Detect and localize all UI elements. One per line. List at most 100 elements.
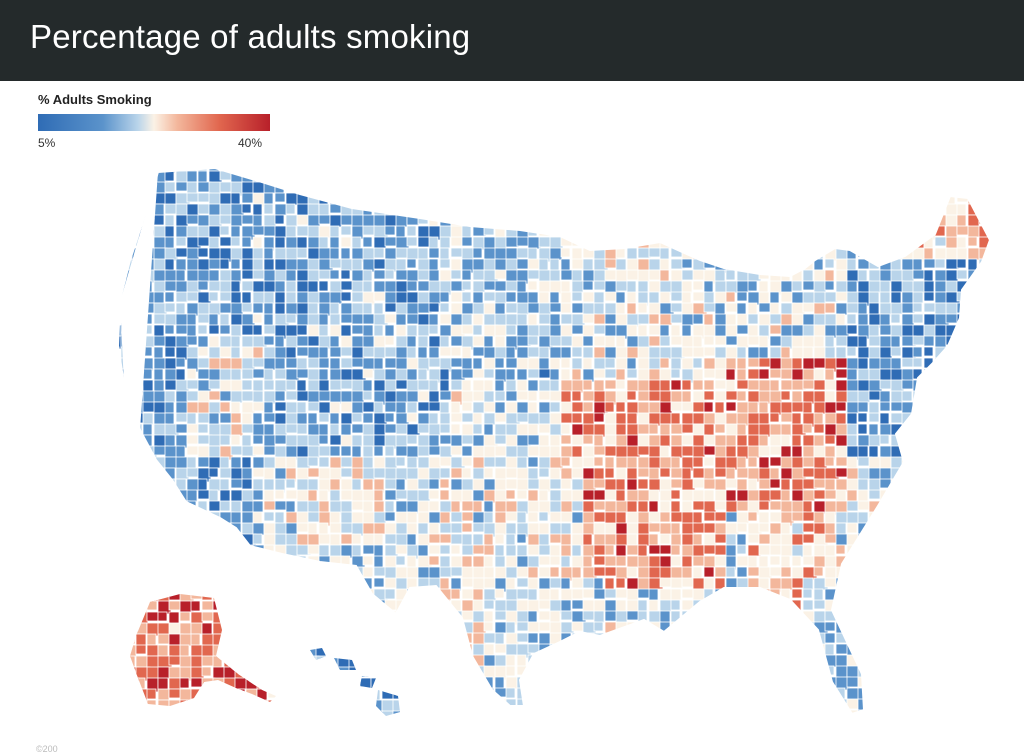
county-cell	[120, 181, 135, 195]
county-cell	[223, 633, 234, 644]
county-cell	[395, 676, 408, 691]
county-cell	[164, 214, 175, 227]
county-cell	[670, 181, 681, 194]
county-cell	[450, 203, 462, 214]
county-cell	[571, 181, 582, 193]
county-cell	[472, 698, 488, 710]
county-cell	[780, 665, 791, 679]
county-cell	[879, 434, 890, 445]
county-cell	[813, 599, 826, 610]
county-cell	[175, 522, 191, 537]
county-cell	[219, 621, 235, 632]
choropleth-map[interactable]	[0, 150, 1024, 746]
county-cell	[263, 203, 274, 215]
county-cell	[890, 654, 906, 668]
county-cell	[901, 445, 915, 459]
county-cell	[956, 698, 969, 714]
county-cell	[241, 632, 252, 645]
county-cell	[703, 423, 715, 437]
county-cell	[571, 225, 585, 236]
county-cell	[659, 346, 673, 360]
county-cell	[681, 181, 695, 195]
county-cell	[615, 423, 627, 436]
county-cell	[329, 269, 340, 280]
county-cell	[175, 280, 189, 294]
county-cell	[736, 203, 751, 214]
county-cell	[274, 709, 287, 714]
county-cell	[956, 500, 968, 513]
county-cell	[267, 699, 276, 706]
county-cell	[989, 247, 990, 259]
county-cell	[219, 555, 235, 570]
county-cell	[846, 577, 861, 590]
county-cell	[131, 599, 144, 614]
county-cell	[315, 699, 328, 713]
county-cell	[978, 632, 990, 648]
county-cell	[318, 698, 330, 713]
county-cell	[450, 687, 465, 700]
county-cell	[483, 533, 494, 547]
county-cell	[186, 368, 197, 380]
county-cell	[978, 412, 990, 425]
county-cell	[252, 434, 264, 445]
county-cell	[285, 522, 298, 536]
county-cell	[802, 555, 815, 566]
county-cell	[945, 225, 958, 239]
county-cell	[857, 577, 870, 589]
county-cell	[274, 214, 285, 225]
county-cell	[505, 192, 521, 204]
county-cell	[241, 456, 252, 469]
county-cell	[241, 236, 252, 248]
county-cell	[263, 643, 276, 659]
county-cell	[505, 280, 519, 292]
county-cell	[483, 192, 494, 203]
county-cell	[326, 699, 339, 714]
county-cell	[318, 168, 331, 174]
county-cell	[912, 423, 923, 434]
county-cell	[461, 445, 473, 457]
county-cell	[472, 423, 483, 435]
county-cell	[264, 721, 275, 734]
county-cell	[747, 555, 758, 568]
county-cell	[759, 721, 770, 732]
county-cell	[802, 632, 813, 645]
county-cell	[890, 489, 901, 501]
county-cell	[891, 721, 900, 730]
county-cell	[395, 456, 406, 467]
county-cell	[956, 522, 968, 537]
county-cell	[945, 577, 960, 592]
county-cell	[517, 721, 528, 733]
county-cell	[934, 698, 948, 714]
county-cell	[791, 247, 806, 260]
county-cell	[439, 445, 453, 459]
county-cell	[571, 533, 584, 547]
county-cell	[934, 544, 948, 555]
county-cell	[274, 555, 290, 570]
county-cell	[186, 555, 197, 567]
county-cell	[824, 192, 840, 205]
county-cell	[428, 599, 442, 613]
county-cell	[725, 401, 737, 412]
county-cell	[201, 666, 212, 677]
county-cell	[571, 335, 584, 348]
county-cell	[989, 335, 990, 351]
county-cell	[329, 522, 342, 534]
county-cell	[538, 192, 553, 203]
county-cell	[428, 687, 439, 701]
county-cell	[703, 698, 717, 711]
county-cell	[230, 555, 246, 570]
county-cell	[857, 225, 868, 236]
county-cell	[428, 170, 439, 182]
county-cell	[923, 291, 935, 302]
county-cell	[604, 544, 615, 556]
county-cell	[802, 698, 816, 709]
county-cell	[285, 588, 300, 603]
county-cell	[197, 247, 209, 258]
county-cell	[649, 721, 662, 731]
county-cell	[934, 687, 948, 702]
county-cell	[934, 577, 948, 591]
county-cell	[978, 709, 990, 714]
county-cell	[373, 577, 385, 588]
county-cell	[945, 566, 959, 577]
county-cell	[945, 467, 956, 480]
